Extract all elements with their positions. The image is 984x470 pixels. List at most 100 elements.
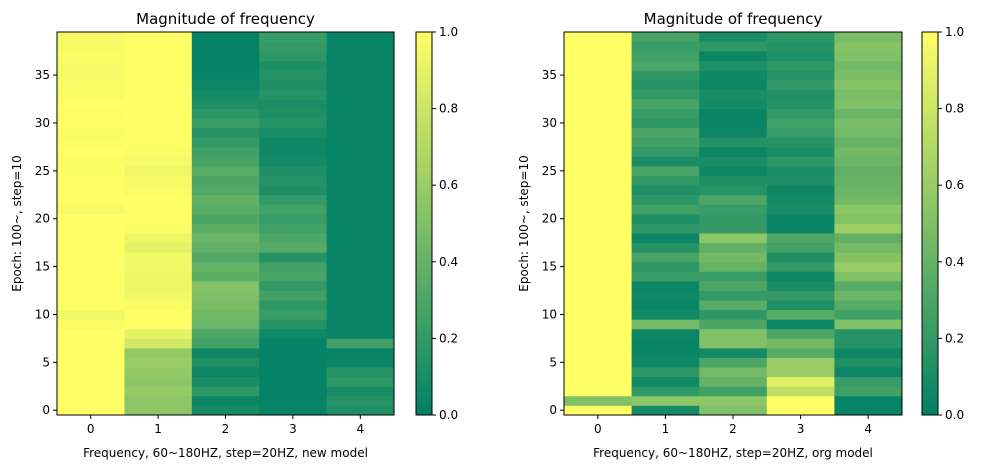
heatmap-cell [834,204,903,215]
heatmap-cell [766,367,835,378]
heatmap-cell [699,233,768,244]
colorbar-tick-label: 0.0 [945,408,964,422]
colorbar-tick-label: 1.0 [439,25,458,39]
heatmap-cell [124,242,193,253]
y-axis-ticks: 0 5 10 15 20 25 30 35 [542,68,564,417]
heatmap-cell [259,60,327,71]
heatmap-cell [326,146,395,157]
heatmap-cell [57,137,125,148]
heatmap-cell [57,41,125,52]
heatmap-cell [326,175,395,186]
heatmap-cell [124,271,193,282]
heatmap-cell [564,261,632,272]
heatmap-cell [834,41,903,52]
heatmap-cell [191,118,260,129]
heatmap-cell [766,32,835,42]
heatmap-cell [699,89,768,100]
heatmap-cell [766,118,835,129]
heatmap-cell [699,357,768,368]
x-axis-ticks: 0 1 2 3 4 [87,415,364,436]
heatmap-cell [259,70,327,81]
heatmap-cell [124,60,193,71]
heatmap-cell [564,213,632,224]
heatmap-cell [766,137,835,148]
heatmap-cell [766,70,835,81]
heatmap-cell [124,347,193,358]
heatmap-cell [631,300,700,311]
heatmap-cell [834,146,903,157]
heatmap-cell [564,108,632,119]
heatmap-cell [834,328,903,339]
heatmap-cell [124,194,193,205]
heatmap-cell [259,328,327,339]
heatmap-cell [699,242,768,253]
heatmap-cell [766,175,835,186]
heatmap-cell [124,223,193,234]
heatmap-cell [766,280,835,291]
heatmap-cell [191,376,260,387]
heatmap-cell [124,338,193,349]
heatmap-cell [834,99,903,109]
heatmap-cell [191,41,260,52]
heatmap-cell [259,166,327,177]
heatmap-cell [259,79,327,90]
heatmap-cell [699,300,768,311]
heatmap-cell [57,347,125,358]
heatmap-cell [631,146,700,157]
heatmap-cell [766,271,835,282]
heatmap-cell [564,319,632,330]
heatmap-cell [57,252,125,263]
heatmap-cell [259,309,327,320]
heatmap-cell [191,386,260,397]
heatmap-cell [259,367,327,378]
heatmap-cell [259,185,327,196]
heatmap-cell [766,328,835,339]
heatmap-cell [326,405,395,416]
heatmap-cell [699,338,768,349]
heatmap-cell [124,261,193,272]
heatmap-cell [259,175,327,186]
heatmap-cell [699,280,768,291]
heatmap-cell [699,156,768,167]
heatmap-cell [631,166,700,177]
heatmap-cell [191,338,260,349]
heatmap-cell [191,146,260,157]
heatmap-cell [124,395,193,406]
heatmap-cell [191,127,260,138]
heatmap-cell [766,338,835,349]
heatmap-cell [564,290,632,301]
y-tick-label: 25 [35,164,50,178]
heatmap-cell [834,338,903,349]
colorbar-tick-label: 0.8 [439,102,458,116]
heatmap-cell [564,395,632,406]
heatmap-cell [326,347,395,358]
heatmap-cell [326,118,395,129]
heatmap-cell [631,309,700,320]
heatmap-cell [631,127,700,138]
heatmap-cell [259,32,327,42]
heatmap-cell [766,376,835,387]
heatmap-cell [191,185,260,196]
heatmap-cell [326,242,395,253]
heatmap-cell [191,280,260,291]
heatmap-cell [191,252,260,263]
heatmap-cell [631,99,700,109]
heatmap-cell [699,347,768,358]
colorbar-tick-label: 0.4 [945,255,964,269]
heatmap-cell [699,395,768,406]
heatmap-cell [631,405,700,416]
heatmap-cell [326,137,395,148]
x-tick-label: 2 [729,422,737,436]
heatmap-cell [631,271,700,282]
heatmap-cell [57,376,125,387]
heatmap-cell [699,99,768,109]
heatmap-cell [766,213,835,224]
heatmap-cell [766,242,835,253]
heatmap-cell [699,252,768,263]
heatmap-cell [564,242,632,253]
heatmap-cell [191,99,260,109]
heatmap-cell [191,137,260,148]
heatmap-panel-org-model: Magnitude of frequency 0 1 2 3 4 0 5 10 15 20 25 3… [517,10,964,460]
heatmap-cell [124,233,193,244]
